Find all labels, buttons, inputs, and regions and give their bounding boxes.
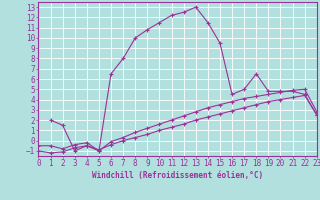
X-axis label: Windchill (Refroidissement éolien,°C): Windchill (Refroidissement éolien,°C): [92, 171, 263, 180]
